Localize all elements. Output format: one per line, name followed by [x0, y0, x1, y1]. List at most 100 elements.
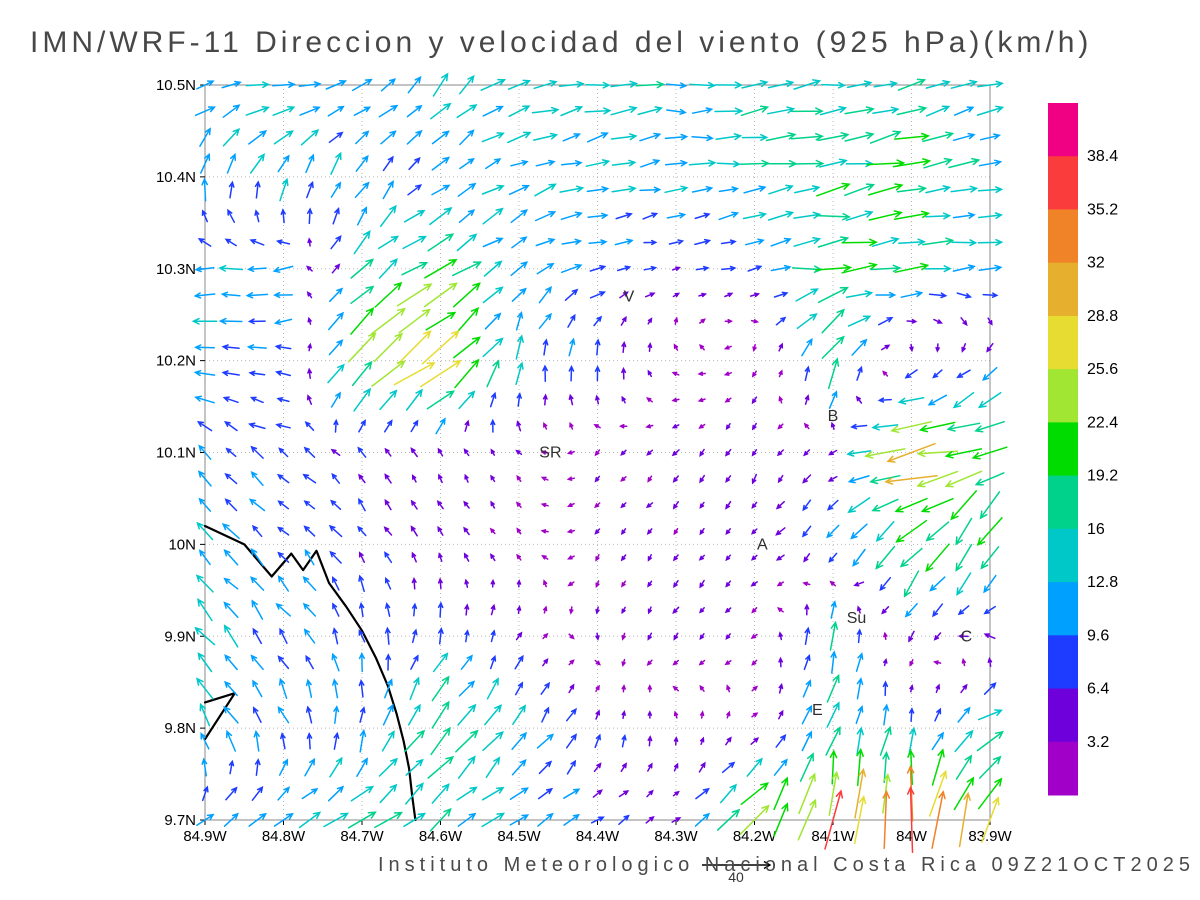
- wind-vector: [486, 677, 499, 700]
- wind-vector: [374, 811, 404, 829]
- wind-vector: [976, 730, 1004, 752]
- wind-vector: [536, 262, 555, 275]
- wind-vector: [306, 265, 313, 272]
- wind-vector: [437, 447, 444, 457]
- wind-vector: [777, 474, 784, 484]
- wind-vector: [383, 419, 393, 433]
- wind-vector: [724, 660, 732, 666]
- wind-vector: [725, 423, 731, 431]
- wind-vector: [983, 682, 997, 695]
- wind-vector: [333, 731, 340, 750]
- wind-vector: [515, 361, 524, 386]
- wind-vector: [925, 543, 950, 573]
- wind-vector: [427, 233, 455, 252]
- wind-vector: [245, 105, 270, 116]
- wind-vector: [224, 238, 237, 247]
- wind-vector: [566, 759, 577, 775]
- wind-vector: [559, 185, 585, 193]
- wind-vector: [251, 599, 264, 620]
- wind-vector: [358, 601, 365, 618]
- wind-vector: [778, 395, 783, 404]
- wind-vector: [616, 265, 632, 272]
- wind-vector: [878, 316, 894, 326]
- wind-vector: [618, 814, 630, 826]
- wind-vector: [978, 755, 1002, 779]
- wind-vector: [841, 238, 878, 247]
- wind-vector: [925, 212, 952, 220]
- wind-vector: [844, 183, 876, 197]
- wind-vector: [856, 677, 864, 700]
- wind-vector: [619, 291, 629, 299]
- wind-vector: [647, 632, 653, 641]
- wind-vector: [871, 236, 900, 247]
- wind-vector: [306, 180, 314, 199]
- wind-vector: [593, 315, 603, 327]
- wind-vector: [251, 785, 264, 801]
- wind-vector: [356, 206, 368, 226]
- wind-vector: [511, 731, 528, 751]
- wind-vector: [456, 104, 478, 119]
- wind-vector: [379, 389, 398, 411]
- wind-vector: [776, 607, 784, 613]
- wind-vector: [201, 757, 208, 777]
- wind-vector: [224, 498, 238, 512]
- colorbar-segment: [1048, 582, 1078, 636]
- wind-vector: [274, 344, 292, 350]
- wind-vector: [540, 450, 549, 455]
- wind-vector: [533, 132, 559, 141]
- wind-vector: [482, 286, 504, 304]
- wind-vector: [621, 684, 626, 693]
- wind-vector: [909, 684, 914, 693]
- wind-vector: [405, 782, 424, 805]
- wind-vector: [396, 283, 433, 307]
- wind-vector: [643, 239, 658, 246]
- wind-vector: [410, 499, 418, 510]
- wind-vector: [457, 703, 477, 726]
- wind-vector: [298, 81, 322, 88]
- wind-vector: [383, 526, 393, 536]
- wind-vector: [944, 470, 983, 488]
- wind-vector: [272, 106, 296, 116]
- wind-vector: [751, 659, 758, 666]
- wind-vector: [751, 685, 759, 692]
- y-tick-label: 9.7N: [164, 812, 196, 829]
- wind-vector: [514, 654, 524, 670]
- wind-vector: [196, 80, 215, 90]
- wind-vector: [535, 159, 556, 167]
- wind-vector: [847, 497, 871, 514]
- wind-vector: [567, 555, 575, 560]
- wind-vector: [844, 106, 875, 115]
- wind-vector: [303, 446, 316, 458]
- wind-vector: [590, 816, 605, 824]
- wind-vector: [276, 473, 290, 484]
- colorbar-tick-label: 6.4: [1087, 681, 1109, 698]
- wind-vector: [332, 678, 339, 699]
- wind-vector: [516, 605, 522, 614]
- wind-vector: [458, 390, 476, 410]
- wind-vector: [280, 208, 286, 224]
- wind-vector: [909, 343, 914, 353]
- wind-vector: [489, 654, 497, 670]
- wind-vector: [537, 787, 554, 800]
- wind-vector: [864, 448, 906, 459]
- wind-vector: [303, 525, 316, 537]
- wind-vector: [254, 758, 261, 776]
- wind-vector: [594, 475, 601, 483]
- wind-vector: [357, 525, 367, 537]
- wind-vector: [355, 130, 370, 145]
- wind-vector: [955, 754, 973, 780]
- coastline-path: [203, 524, 417, 822]
- wind-vector: [273, 812, 294, 827]
- wind-vector: [323, 812, 349, 828]
- wind-vector: [830, 650, 837, 674]
- wind-vector: [671, 424, 680, 429]
- wind-vector: [384, 576, 392, 590]
- wind-vector: [223, 549, 239, 566]
- wind-vector: [801, 525, 812, 538]
- wind-vector: [621, 606, 626, 615]
- wind-vector: [699, 344, 705, 351]
- wind-vector: [802, 499, 812, 512]
- wind-vector: [698, 423, 706, 429]
- y-tick-label: 10N: [168, 536, 196, 553]
- wind-vector: [698, 554, 706, 561]
